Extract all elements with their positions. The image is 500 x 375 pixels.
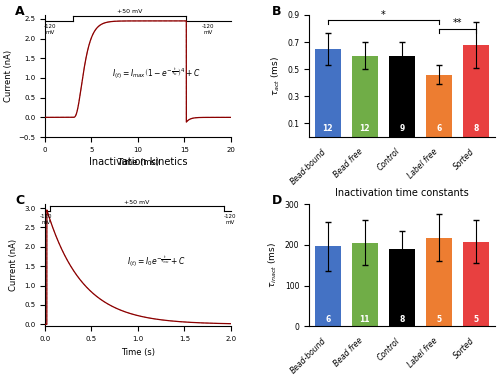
Text: 8: 8 — [400, 315, 404, 324]
Text: +50 mV: +50 mV — [117, 9, 142, 14]
Text: $I_{(t)} = I_0 e^{-\frac{t}{\tau_{inac}}} + C$: $I_{(t)} = I_0 e^{-\frac{t}{\tau_{inac}}… — [127, 254, 186, 270]
Title: Inactivation kinetics: Inactivation kinetics — [88, 157, 187, 167]
Bar — [464, 45, 489, 137]
Bar — [352, 56, 378, 137]
Bar — [389, 249, 415, 326]
Y-axis label: $\tau_{act}$ (ms): $\tau_{act}$ (ms) — [269, 56, 281, 96]
Text: *: * — [381, 10, 386, 20]
Y-axis label: Current (nA): Current (nA) — [4, 50, 13, 102]
Bar — [352, 243, 378, 326]
Text: 6: 6 — [436, 124, 442, 133]
Text: 5: 5 — [436, 315, 442, 324]
Bar — [426, 237, 452, 326]
Text: 9: 9 — [400, 124, 404, 133]
Text: 12: 12 — [322, 124, 333, 133]
Bar — [464, 242, 489, 326]
Text: -120
mV: -120 mV — [40, 214, 52, 225]
Title: Inactivation time constants: Inactivation time constants — [335, 188, 469, 198]
X-axis label: Time (ms): Time (ms) — [117, 158, 159, 167]
Text: -120
mV: -120 mV — [202, 24, 214, 35]
Bar — [314, 49, 340, 137]
Bar — [314, 246, 340, 326]
Text: $I_{(t)} = I_{max}\left(1-e^{-\frac{t}{\tau_{ac}}}\right)^4 + C$: $I_{(t)} = I_{max}\left(1-e^{-\frac{t}{\… — [112, 66, 201, 82]
Text: 12: 12 — [360, 124, 370, 133]
Text: +50 mV: +50 mV — [124, 200, 150, 205]
Text: **: ** — [453, 18, 462, 28]
Text: C: C — [15, 194, 24, 207]
Bar — [389, 56, 415, 137]
Text: D: D — [272, 194, 282, 207]
Text: 6: 6 — [325, 315, 330, 324]
Text: B: B — [272, 5, 281, 18]
Text: -120
mV: -120 mV — [224, 214, 236, 225]
Text: A: A — [15, 5, 25, 18]
Text: -120
mV: -120 mV — [44, 24, 56, 35]
Y-axis label: Current (nA): Current (nA) — [10, 239, 18, 291]
Text: 11: 11 — [360, 315, 370, 324]
Bar — [426, 75, 452, 137]
Text: 5: 5 — [474, 315, 479, 324]
Text: 8: 8 — [474, 124, 479, 133]
X-axis label: Time (s): Time (s) — [121, 348, 155, 357]
Y-axis label: $\tau_{inact}$ (ms): $\tau_{inact}$ (ms) — [266, 242, 279, 288]
